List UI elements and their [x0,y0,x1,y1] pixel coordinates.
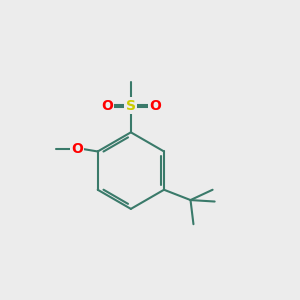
Text: O: O [101,99,113,113]
Text: S: S [126,99,136,113]
Text: O: O [149,99,161,113]
Text: O: O [71,142,83,155]
